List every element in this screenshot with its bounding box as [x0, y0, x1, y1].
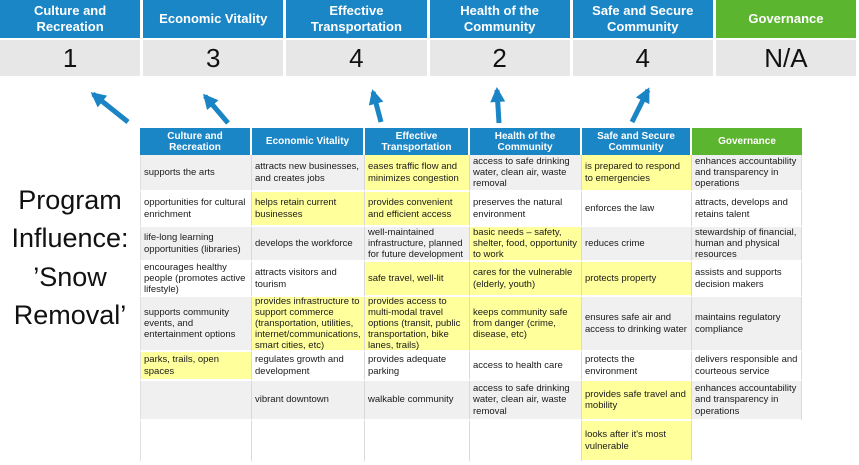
matrix-cell: enhances accountability and transparency…	[692, 381, 802, 421]
score-value-effective-transportation: 4	[286, 40, 427, 76]
score-value-economic-vitality: 3	[143, 40, 284, 76]
influence-matrix: Culture and Recreation Economic Vitality E…	[140, 128, 802, 462]
matrix-cell: enhances accountability and transparency…	[692, 155, 802, 192]
matrix-cell: access to safe drinking water, clean air…	[470, 155, 582, 192]
matrix-cell-highlighted: helps retain current businesses	[252, 192, 365, 227]
score-header-health-community: Health of the Community	[429, 0, 570, 38]
matrix-cell: protects the environment	[582, 352, 692, 381]
arrow-culture-recreation	[90, 92, 130, 124]
matrix-cell-highlighted: safe travel, well-lit	[365, 262, 470, 297]
matrix-cell-highlighted: basic needs – safety, shelter, food, opp…	[470, 227, 582, 262]
score-value-safe-secure-community: 4	[572, 40, 713, 76]
influence-arrows	[90, 87, 651, 125]
matrix-column-header: Safe and Secure Community	[582, 128, 692, 155]
arrow-health-community	[490, 87, 506, 124]
matrix-cell-highlighted: provides access to multi-modal travel op…	[365, 296, 470, 352]
matrix-cell-highlighted: parks, trails, open spaces	[140, 352, 252, 381]
matrix-column-header: Effective Transportation	[365, 128, 470, 155]
matrix-cell-highlighted: looks after it's most vulnerable	[582, 421, 692, 462]
arrow-economic-vitality	[203, 93, 230, 125]
matrix-cell	[140, 381, 252, 421]
score-header-governance: Governance	[715, 0, 856, 38]
matrix-cell-highlighted: protects property	[582, 262, 692, 297]
matrix-cell-highlighted: keeps community safe from danger (crime,…	[470, 297, 582, 352]
matrix-column-header: Health of the Community	[470, 128, 582, 155]
matrix-cell: access to health care	[470, 352, 582, 381]
matrix-cell: attracts, develops and retains talent	[692, 192, 802, 227]
matrix-cell: ensures safe air and access to drinking …	[582, 297, 692, 352]
matrix-cell: attracts visitors and tourism	[252, 262, 365, 297]
matrix-cell-highlighted: provides safe travel and mobility	[582, 381, 692, 421]
score-header-safe-secure-community: Safe and Secure Community	[572, 0, 713, 38]
matrix-cell-highlighted: provides infrastructure to support comme…	[252, 296, 365, 352]
matrix-cell: supports community events, and entertain…	[140, 297, 252, 352]
matrix-cell-highlighted: provides convenient and efficient access	[365, 192, 470, 227]
matrix-cell: enforces the law	[582, 192, 692, 227]
matrix-cell: maintains regulatory compliance	[692, 297, 802, 352]
matrix-cell: provides adequate parking	[365, 352, 470, 381]
matrix-cell: reduces crime	[582, 227, 692, 262]
matrix-cell: assists and supports decision makers	[692, 262, 802, 297]
matrix-column-header: Governance	[692, 128, 802, 155]
matrix-column-header: Economic Vitality	[252, 128, 365, 155]
matrix-cell-highlighted: is prepared to respond to emergencies	[582, 155, 692, 192]
matrix-cell: walkable community	[365, 381, 470, 421]
score-value-culture-recreation: 1	[0, 40, 141, 76]
matrix-cell-highlighted: cares for the vulnerable (elderly, youth…	[470, 262, 582, 297]
matrix-cell: preserves the natural environment	[470, 192, 582, 227]
matrix-cell: access to safe drinking water, clean air…	[470, 381, 582, 421]
matrix-cell	[140, 421, 252, 462]
score-header-effective-transportation: Effective Transportation	[286, 0, 427, 38]
score-header-culture-recreation: Culture and Recreation	[0, 0, 141, 38]
matrix-cell	[365, 421, 470, 462]
matrix-cell: life-long learning opportunities (librar…	[140, 227, 252, 262]
page-title: Program Influence: ’Snow Removal’	[11, 185, 129, 330]
matrix-cell	[470, 421, 582, 462]
matrix-cell: regulates growth and development	[252, 352, 365, 381]
score-value-health-community: 2	[429, 40, 570, 76]
matrix-cell: opportunities for cultural enrichment	[140, 192, 252, 227]
matrix-cell: delivers responsible and courteous servi…	[692, 352, 802, 381]
matrix-cell: supports the arts	[140, 155, 252, 192]
matrix-cell	[692, 421, 802, 462]
matrix-cell: well-maintained infrastructure, planned …	[365, 227, 470, 262]
score-header-economic-vitality: Economic Vitality	[143, 0, 284, 38]
matrix-cell: develops the workforce	[252, 227, 365, 262]
matrix-cell: vibrant downtown	[252, 381, 365, 421]
matrix-cell: attracts new businesses, and creates job…	[252, 155, 365, 192]
score-value-governance: N/A	[715, 40, 856, 76]
matrix-column-header: Culture and Recreation	[140, 128, 252, 155]
arrow-safe-secure-community	[629, 87, 651, 124]
scoreboard: Culture and Recreation Economic Vitality…	[0, 0, 856, 76]
matrix-cell: encourages healthy people (promotes acti…	[140, 262, 252, 297]
matrix-cell	[252, 421, 365, 462]
arrow-effective-transportation	[368, 89, 384, 123]
matrix-cell: stewardship of financial, human and phys…	[692, 227, 802, 262]
matrix-cell-highlighted: eases traffic flow and minimizes congest…	[365, 155, 470, 192]
